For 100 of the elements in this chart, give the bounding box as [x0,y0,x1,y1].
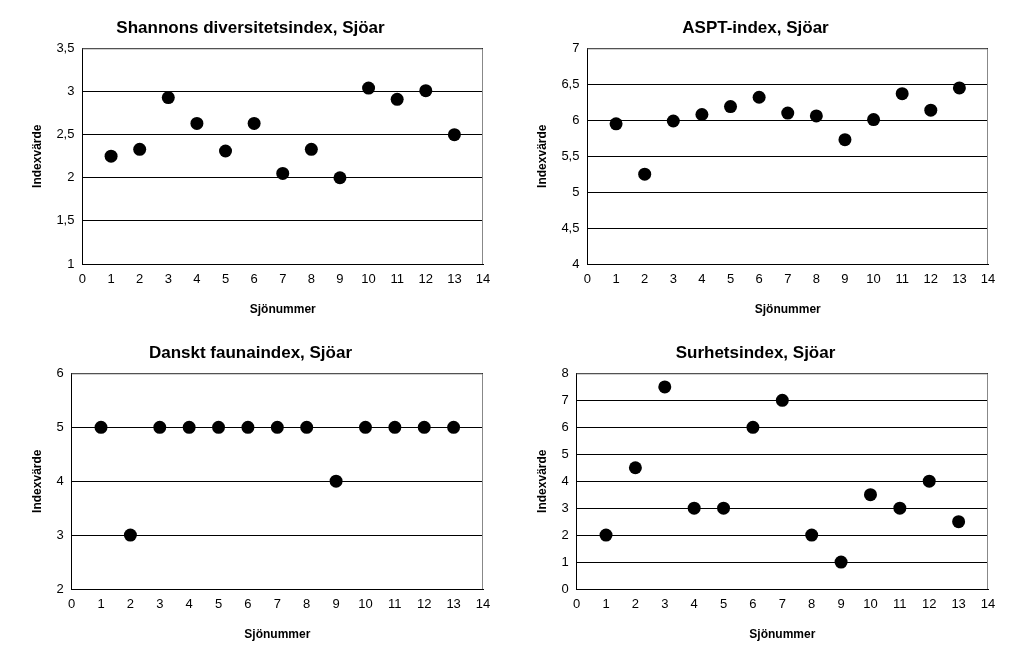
chart-title: ASPT-index, Sjöar [682,17,830,37]
x-tick-label: 9 [332,596,340,612]
point [724,100,738,114]
point [447,420,461,434]
x-tick-label: 6 [749,596,757,612]
x-tick-label: 10 [866,271,881,287]
y-tick-label: 3 [561,499,569,515]
y-tick-label: 5 [56,418,64,434]
x-tick-label: 5 [214,596,223,612]
point [952,81,966,95]
y-tick-label: 3 [67,83,75,99]
x-tick-label: 8 [303,596,311,612]
chart-title: Danskt faunaindex, Sjöar [148,342,353,362]
point [190,116,204,130]
x-axis-title: Sjönummer [249,302,317,317]
point [628,461,642,475]
y-tick-label: 6 [56,364,64,380]
point [695,108,709,122]
x-tick-label: 9 [837,596,845,612]
x-tick-label: 8 [808,596,816,612]
point [219,144,233,158]
y-tick-label: 4,5 [561,219,580,235]
point [419,84,433,98]
y-tick-label: 6,5 [561,75,580,91]
y-tick-label: 1 [561,553,569,569]
point [241,420,255,434]
x-tick-label: 10 [863,596,878,612]
point [867,113,881,127]
point [333,171,347,185]
point [390,92,404,106]
x-tick-label: 4 [193,271,201,287]
x-tick-label: 4 [698,271,706,287]
point [838,133,852,147]
x-tick-label: 12 [417,596,432,612]
x-tick-label: 14 [475,271,491,287]
x-tick-label: 4 [185,596,193,612]
x-tick-label: 13 [447,271,462,287]
y-tick-label: 2 [67,169,75,185]
point [599,528,613,542]
y-axis-title: Indexvärde [29,124,44,188]
y-tick-label: 5,5 [561,147,580,163]
point [182,420,196,434]
point [94,420,108,434]
point [133,142,147,156]
point [358,420,372,434]
point [746,420,760,434]
x-tick-label: 2 [136,271,144,287]
point [212,420,226,434]
x-tick-label: 4 [690,596,698,612]
x-tick-label: 2 [631,596,640,612]
point [161,91,175,105]
point [123,528,137,542]
x-tick-label: 10 [361,271,376,287]
y-tick-label: 6 [572,111,580,127]
x-axis-title: Sjönummer [754,302,822,317]
y-tick-label: 2 [56,580,64,596]
x-tick-label: 7 [273,596,281,612]
point [304,142,318,156]
point [270,420,284,434]
x-tick-label: 6 [250,271,258,287]
point [752,90,766,104]
x-tick-label: 5 [221,271,230,287]
y-tick-label: 6 [561,418,569,434]
point [104,149,118,163]
point [388,420,402,434]
x-tick-label: 2 [126,596,135,612]
x-tick-label: 3 [156,596,164,612]
y-tick-label: 1 [67,255,75,271]
x-tick-label: 3 [669,271,677,287]
x-tick-label: 3 [661,596,669,612]
x-tick-label: 3 [164,271,172,287]
x-tick-label: 7 [279,271,287,287]
x-tick-label: 0 [583,271,592,287]
x-tick-label: 11 [388,596,402,612]
x-tick-label: 5 [719,596,728,612]
point [922,474,936,488]
point [447,128,461,142]
point [924,103,938,117]
point [609,117,623,131]
x-tick-label: 13 [446,596,461,612]
y-axis-title: Indexvärde [29,449,44,513]
x-tick-label: 6 [244,596,252,612]
x-axis-title: Sjönummer [244,627,311,642]
chart-title: Shannons diversitetsindex, Sjöar [116,17,386,37]
x-tick-label: 10 [358,596,373,612]
x-tick-label: 11 [893,596,907,612]
point [805,528,819,542]
y-tick-label: 4 [561,472,569,488]
x-tick-label: 14 [980,271,996,287]
x-tick-label: 1 [107,271,115,287]
x-tick-label: 13 [952,271,967,287]
y-tick-label: 2,5 [56,126,75,142]
y-tick-label: 4 [56,472,64,488]
point [153,420,167,434]
x-tick-label: 12 [923,271,939,287]
x-tick-label: 1 [602,596,610,612]
point [863,488,877,502]
point [329,474,343,488]
y-axis-title: Indexvärde [534,449,549,513]
point [638,167,652,181]
